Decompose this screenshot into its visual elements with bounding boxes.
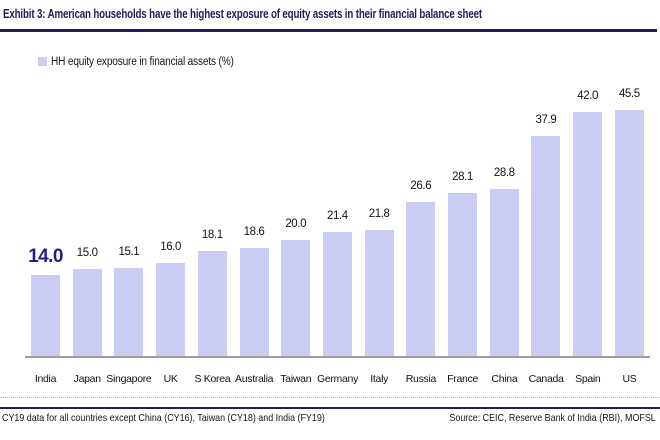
bar-value-label-russia: 26.6 bbox=[410, 179, 432, 192]
bar-column-s-korea: 18.1 bbox=[192, 88, 233, 356]
bar-value-label-uk: 16.0 bbox=[160, 241, 181, 254]
bar-column-japan: 15.0 bbox=[67, 88, 108, 356]
bar-column-spain: 42.0 bbox=[567, 88, 608, 356]
footer-source: Source: CEIC, Reserve Bank of India (RBI… bbox=[449, 412, 656, 424]
bar-chart: 14.0 15.0 15.1 16.0 18.1 18.6 20.0 21.4 21.8 26.6… bbox=[25, 88, 650, 358]
bar-spain bbox=[573, 112, 603, 356]
x-label-s-korea: S Korea bbox=[194, 373, 231, 385]
bar-column-italy: 21.8 bbox=[359, 88, 400, 356]
bar-taiwan bbox=[281, 240, 311, 356]
x-label-us: US bbox=[622, 373, 637, 385]
bar-column-taiwan: 20.0 bbox=[275, 88, 316, 356]
bar-italy bbox=[364, 229, 394, 356]
chart-bottom-hairline bbox=[0, 397, 660, 398]
legend-swatch-icon bbox=[38, 57, 47, 66]
x-label-taiwan: Taiwan bbox=[280, 373, 312, 385]
title-underline bbox=[0, 29, 657, 32]
bar-column-india: 14.0 bbox=[25, 88, 66, 356]
bar-value-label-s-korea: 18.1 bbox=[201, 229, 223, 241]
bar-singapore bbox=[114, 268, 144, 356]
bar-us bbox=[614, 110, 644, 356]
bar-column-canada: 37.9 bbox=[525, 88, 566, 356]
bar-value-label-china: 28.8 bbox=[493, 166, 515, 179]
bar-column-germany: 21.4 bbox=[317, 88, 358, 356]
bar-france bbox=[448, 193, 478, 356]
x-label-france: France bbox=[447, 373, 479, 385]
x-label-singapore: Singapore bbox=[106, 373, 152, 385]
bar-column-us: 45.5 bbox=[609, 88, 650, 356]
bar-value-label-spain: 42.0 bbox=[577, 90, 599, 103]
x-label-india: India bbox=[34, 373, 57, 385]
bar-value-label-taiwan: 20.0 bbox=[285, 218, 307, 230]
bar-russia bbox=[406, 201, 436, 356]
bar-value-label-france: 28.1 bbox=[452, 171, 473, 183]
bar-canada bbox=[531, 136, 561, 356]
x-label-australia: Australia bbox=[235, 373, 274, 385]
x-label-italy: Italy bbox=[370, 373, 389, 385]
bar-s-korea bbox=[197, 251, 227, 356]
x-label-uk: UK bbox=[163, 373, 178, 385]
x-label-russia: Russia bbox=[405, 373, 437, 385]
exhibit-title: Exhibit 3: American households have the … bbox=[3, 6, 482, 21]
x-label-japan: Japan bbox=[73, 373, 101, 385]
footer-note: CY19 data for all countries except China… bbox=[2, 412, 325, 424]
x-label-spain: Spain bbox=[575, 373, 601, 385]
bar-value-label-germany: 21.4 bbox=[327, 209, 348, 222]
bar-japan bbox=[72, 269, 102, 356]
bar-value-label-canada: 37.9 bbox=[535, 114, 557, 127]
bar-india bbox=[31, 274, 60, 356]
bar-uk bbox=[156, 263, 186, 356]
legend-label: HH equity exposure in financial assets (… bbox=[51, 56, 234, 68]
footer-rule bbox=[0, 407, 660, 409]
x-label-china: China bbox=[491, 373, 518, 385]
bar-china bbox=[489, 188, 519, 356]
x-label-germany: Germany bbox=[316, 373, 359, 385]
bar-column-china: 28.8 bbox=[484, 88, 525, 356]
bar-column-russia: 26.6 bbox=[400, 88, 441, 356]
bar-column-australia: 18.6 bbox=[234, 88, 275, 356]
x-label-canada: Canada bbox=[528, 373, 564, 385]
bar-australia bbox=[239, 248, 269, 356]
bar-column-singapore: 15.1 bbox=[108, 88, 149, 356]
bar-value-label-us: 45.5 bbox=[618, 88, 640, 100]
bar-column-france: 28.1 bbox=[442, 88, 483, 356]
bar-value-label-india: 14.0 bbox=[28, 245, 63, 267]
bar-column-uk: 16.0 bbox=[150, 88, 191, 356]
bar-value-label-italy: 21.8 bbox=[368, 207, 390, 220]
bar-value-label-australia: 18.6 bbox=[243, 226, 265, 239]
bar-value-label-japan: 15.0 bbox=[76, 247, 98, 259]
bar-germany bbox=[322, 231, 352, 356]
bar-value-label-singapore: 15.1 bbox=[118, 246, 140, 259]
